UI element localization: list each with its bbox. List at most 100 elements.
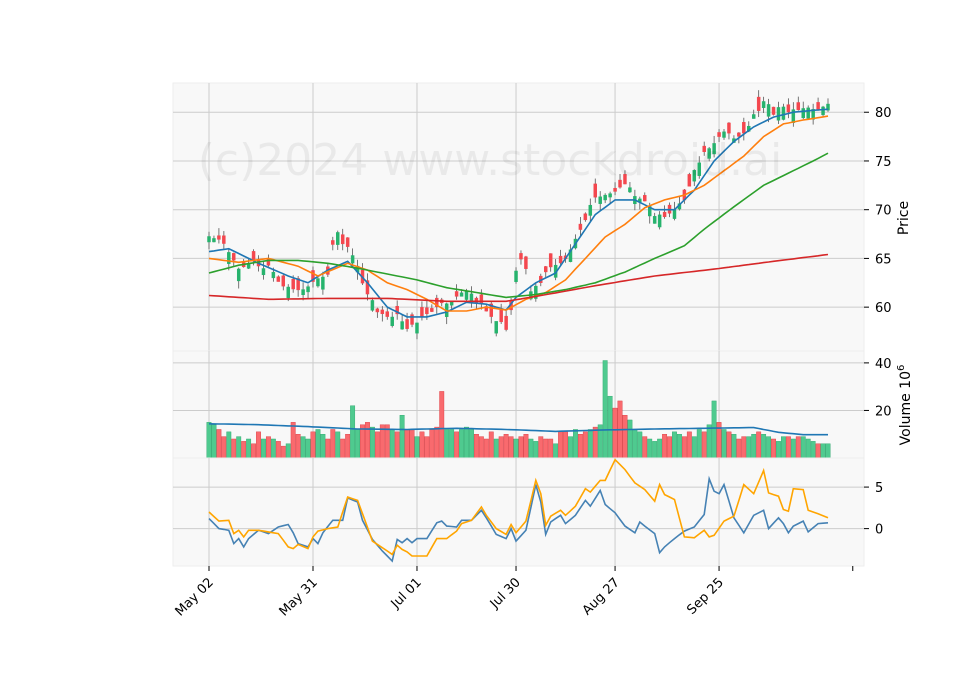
volume-bar xyxy=(290,422,296,459)
candle-body xyxy=(811,109,815,120)
price-axis-label: Price xyxy=(896,201,912,235)
volume-bar xyxy=(236,436,242,459)
volume-bar xyxy=(404,429,410,459)
volume-bar xyxy=(785,436,791,459)
volume-bar xyxy=(251,443,256,459)
volume-bar xyxy=(577,434,583,459)
volume-bar xyxy=(810,441,816,459)
candle-body xyxy=(756,96,761,111)
watermark: (c)2024 www.stockdroid.ai xyxy=(198,135,782,186)
candle-body xyxy=(652,216,657,224)
volume-bar xyxy=(434,426,440,459)
candle-body xyxy=(236,268,241,282)
candle-body xyxy=(489,303,493,317)
candle-body xyxy=(588,204,593,216)
volume-bar xyxy=(300,436,306,459)
volume-bar xyxy=(469,429,474,459)
candle-body xyxy=(826,103,830,111)
volume-bar xyxy=(389,429,395,459)
candle-body xyxy=(776,107,781,121)
volume-bar xyxy=(419,431,425,459)
volume-bar xyxy=(305,438,311,459)
candle-body xyxy=(662,211,667,218)
candle-body xyxy=(583,213,588,221)
volume-bar xyxy=(231,438,237,459)
y-tick-label: 80 xyxy=(875,106,892,121)
volume-bar xyxy=(706,424,712,459)
candle-body xyxy=(276,276,281,282)
y-tick-label: 5 xyxy=(875,481,883,496)
candle-body xyxy=(454,291,459,297)
volume-bar xyxy=(221,436,227,459)
candle-body xyxy=(558,255,563,264)
volume-bar xyxy=(256,431,261,459)
candle-body xyxy=(405,319,409,329)
volume-bar xyxy=(731,434,737,459)
volume-bar xyxy=(677,434,682,459)
volume-bar xyxy=(592,426,598,459)
volume-bar xyxy=(667,436,672,459)
price-panel: 60 65 70 75 80 xyxy=(172,82,892,352)
candle-body xyxy=(227,252,231,264)
volume-bar xyxy=(761,434,767,459)
x-tick-label: Aug 27 xyxy=(580,575,623,618)
volume-bar xyxy=(652,441,658,459)
volume-bar xyxy=(444,429,450,459)
volume-bar xyxy=(622,415,628,459)
y-tick-label: 0 xyxy=(875,523,883,538)
volume-bar xyxy=(602,360,608,459)
volume-bar xyxy=(265,436,271,459)
volume-bar xyxy=(587,429,593,459)
volume-bar xyxy=(681,436,687,459)
candle-body xyxy=(534,285,538,299)
candle-body xyxy=(643,195,647,202)
candle-body xyxy=(672,209,677,219)
volume-bar xyxy=(330,429,336,459)
y-tick-label: 65 xyxy=(875,252,892,267)
oscillator-line xyxy=(208,458,829,557)
candle-body xyxy=(251,251,256,262)
candle-body xyxy=(628,187,632,193)
y-tick-label: 75 xyxy=(875,155,892,170)
volume-bar xyxy=(790,438,796,459)
candle-body xyxy=(519,253,523,260)
volume-bar xyxy=(365,422,370,459)
candle-body xyxy=(261,268,266,276)
x-tick-label: Sep 25 xyxy=(684,575,727,618)
candle-body xyxy=(578,223,583,230)
volume-bar xyxy=(711,400,717,459)
candle-body xyxy=(340,234,345,245)
volume-bar xyxy=(756,431,762,459)
volume-bar xyxy=(399,415,405,459)
volume-bar xyxy=(776,441,781,459)
volume-bar xyxy=(662,434,668,459)
volume-bar xyxy=(548,438,554,459)
y-tick-label: 60 xyxy=(875,301,892,316)
volume-bar xyxy=(607,395,613,459)
volume-bar xyxy=(612,407,618,459)
candle-body xyxy=(370,300,375,311)
volume-bar xyxy=(206,422,212,459)
volume-bar xyxy=(553,443,559,459)
candle-body xyxy=(271,271,276,279)
candle-body xyxy=(430,308,434,312)
candle-body xyxy=(286,286,290,299)
volume-bar xyxy=(409,429,415,459)
volume-bar xyxy=(672,431,677,459)
volume-axis-label: Volume 106 xyxy=(896,365,914,446)
volume-bar xyxy=(657,438,663,459)
volume-bar xyxy=(335,431,341,459)
volume-bar xyxy=(261,438,266,459)
volume-bar xyxy=(736,438,742,459)
volume-bar xyxy=(478,436,484,459)
volume-bar xyxy=(771,438,776,459)
candle-body xyxy=(464,290,469,300)
candle-body xyxy=(692,170,697,182)
candle-body xyxy=(494,321,498,334)
candle-body xyxy=(781,106,786,120)
candle-body xyxy=(222,235,226,244)
volume-bar xyxy=(483,438,489,459)
volume-bar xyxy=(414,436,420,459)
volume-bar xyxy=(795,436,801,459)
